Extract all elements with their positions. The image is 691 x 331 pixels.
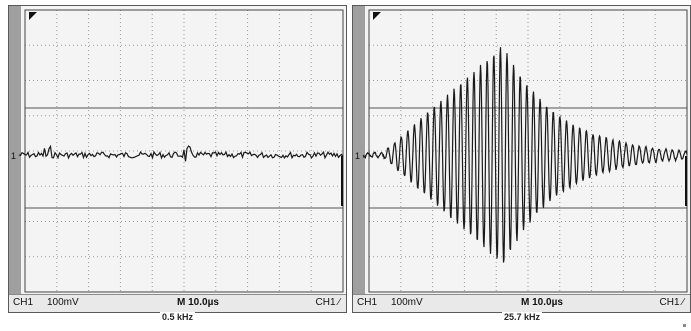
waveform-display-right: 1 (353, 6, 690, 296)
oscilloscope-screen-right: 1 CH1 100mV M 10.0µs CH1 ∕ (352, 5, 691, 313)
side-bar (353, 6, 365, 296)
status-bar-left: CH1 100mV M 10.0µs CH1 ∕ (9, 294, 346, 312)
trigger-source: CH1 ∕ (659, 297, 684, 308)
oscilloscope-screen-left: 1 CH1 100mV M 10.0µs CH1 ∕ (8, 5, 347, 313)
signal-trace (18, 144, 344, 162)
channel-label: CH1 (13, 297, 34, 308)
channel-label: CH1 (357, 297, 378, 308)
volts-per-div: 100mV (47, 297, 79, 308)
waveform-display-left: 1 (9, 6, 346, 296)
side-bar (9, 6, 21, 296)
time-per-div: M 10.0µs (177, 297, 219, 308)
frequency-readout-left: 0.5 kHz (160, 312, 196, 323)
frequency-readout-right: 25.7 kHz (502, 312, 543, 323)
trigger-position-icon (373, 12, 381, 20)
ground-marker: 1 (11, 151, 16, 161)
status-bar-right: CH1 100mV M 10.0µs CH1 ∕ (353, 294, 690, 312)
volts-per-div: 100mV (391, 297, 423, 308)
time-per-div: M 10.0µs (521, 297, 563, 308)
corner-mark (683, 324, 686, 327)
trigger-source: CH1 ∕ (315, 297, 340, 308)
graticule-frame (24, 9, 344, 293)
ground-marker: 1 (355, 151, 360, 161)
signal-trace (362, 47, 688, 263)
trigger-position-icon (29, 12, 37, 20)
graticule-frame (368, 9, 688, 293)
